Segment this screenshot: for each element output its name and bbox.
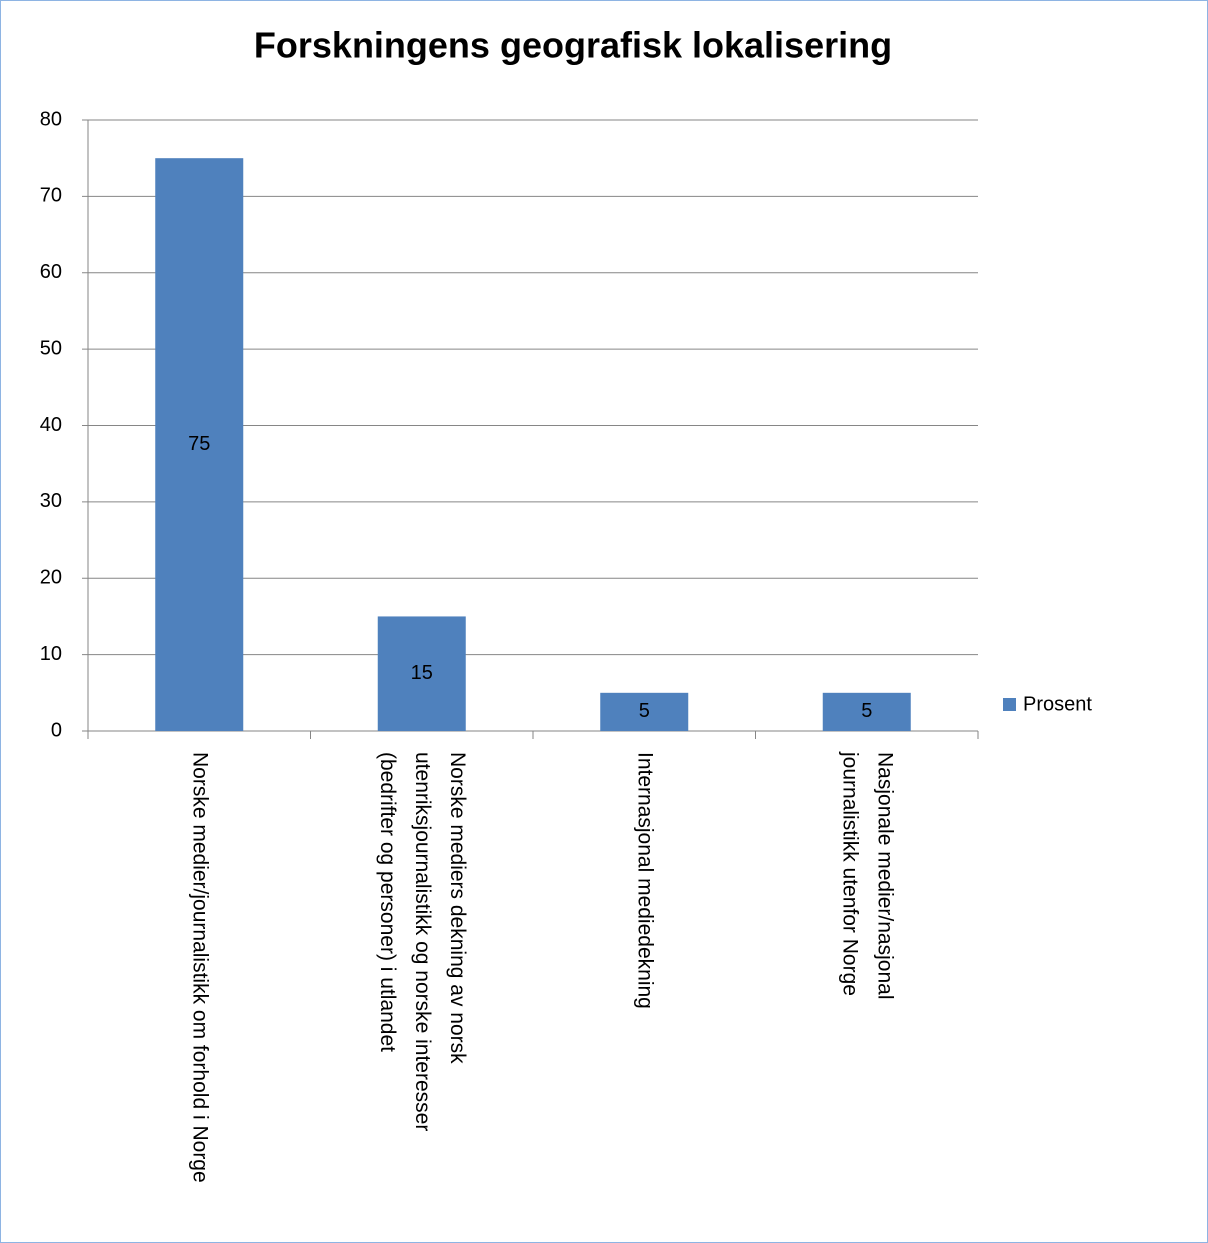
x-tick-label: Internasjonal mediedekning [634,752,657,1009]
y-tick-label: 80 [40,108,62,130]
x-tick-label: Norske mediers dekning av norskutenriksj… [376,752,469,1131]
data-label: 5 [861,700,872,722]
x-tick-label: Nasjonale medier/nasjonaljournalistikk u… [839,751,897,999]
bar [155,158,244,731]
data-label: 75 [188,433,210,455]
bar [822,692,911,731]
y-tick-label: 40 [40,414,62,436]
legend-label: Prosent [1023,693,1092,715]
x-tick-label: Norske medier/journalistikk om forhold i… [189,752,212,1183]
y-tick-label: 30 [40,490,62,512]
bar [600,692,689,731]
y-tick-label: 0 [51,719,62,741]
y-tick-label: 70 [40,185,62,207]
y-tick-label: 50 [40,337,62,359]
y-tick-label: 10 [40,643,62,665]
data-label: 5 [639,700,650,722]
bar [377,616,466,731]
chart-title: Forskningens geografisk lokalisering [254,25,892,66]
data-label: 15 [411,662,433,684]
y-tick-label: 60 [40,261,62,283]
legend-swatch [1003,698,1016,711]
y-tick-label: 20 [40,567,62,589]
